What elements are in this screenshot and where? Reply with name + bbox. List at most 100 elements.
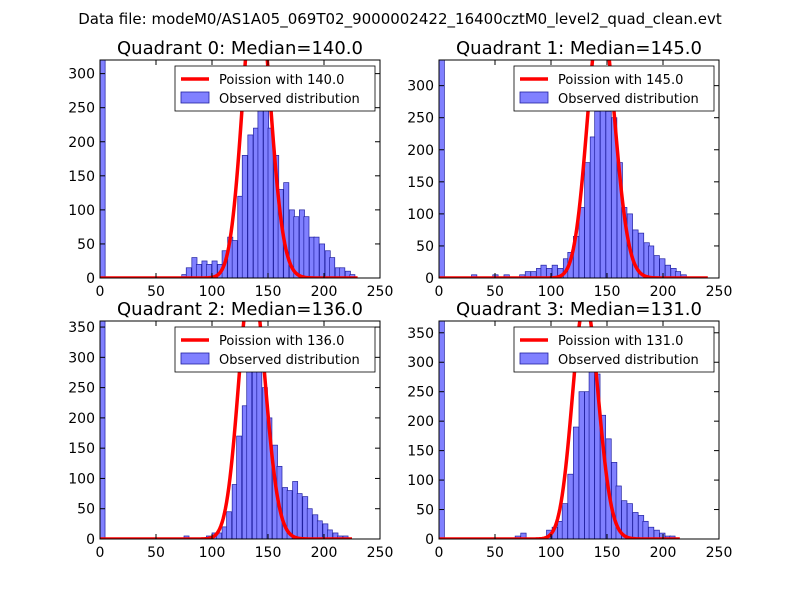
y-tick-label: 300 [407, 79, 434, 95]
histogram-bar [236, 435, 243, 539]
legend-bar-label: Observed distribution [558, 92, 699, 107]
histogram-bar [247, 134, 254, 278]
histogram-bar [226, 511, 232, 539]
axes-frame [438, 320, 720, 540]
legend-bar-label: Observed distribution [219, 92, 360, 107]
legend-bar-swatch [519, 91, 549, 104]
y-tick-label: 300 [68, 350, 95, 366]
y-tick-label: 100 [407, 473, 434, 489]
legend: Poission with 136.0 Observed distribution [174, 326, 376, 373]
x-tick-label: 150 [255, 284, 282, 300]
y-tick-label: 50 [77, 502, 95, 518]
histogram-bar [100, 60, 106, 278]
y-tick-label: 100 [407, 207, 434, 223]
y-tick-label: 250 [407, 111, 434, 127]
histogram-bar [185, 267, 192, 278]
y-tick-label: 0 [425, 271, 434, 287]
y-tick-label: 50 [416, 239, 434, 255]
histogram-bar [316, 520, 323, 539]
y-tick-label: 200 [407, 143, 434, 159]
histogram-bar [246, 350, 253, 539]
x-tick-label: 150 [594, 284, 621, 300]
histogram-bar [573, 426, 580, 539]
histogram-bar [540, 264, 547, 278]
legend-box [513, 326, 715, 373]
histogram-bar [578, 391, 585, 539]
legend-line-label: Poission with 140.0 [219, 73, 344, 88]
y-tick-label: 150 [68, 441, 95, 457]
x-tick-label: 150 [594, 545, 621, 561]
histogram-bar [100, 321, 106, 539]
y-tick-label: 200 [407, 414, 434, 430]
histogram-bar [605, 110, 612, 278]
y-tick-label: 0 [86, 532, 95, 548]
histogram-bar [303, 216, 310, 278]
y-tick-label: 100 [68, 471, 95, 487]
quadrant-1-chart: 0 50 100 150 200 250 0 50 100 150 200 250 300 Quadran… [407, 38, 733, 300]
y-tick-label: 150 [68, 169, 95, 185]
histogram-bar [567, 473, 574, 539]
x-tick-label: 200 [650, 545, 677, 561]
axes-frame [438, 59, 720, 279]
histogram-bar [653, 255, 660, 278]
y-tick-label: 200 [68, 135, 95, 151]
y-tick-label: 0 [425, 532, 434, 548]
histogram-bar [211, 260, 218, 278]
y-tick-label: 250 [407, 385, 434, 401]
x-tick-label: 150 [255, 545, 282, 561]
histogram-bar [329, 257, 336, 278]
y-tick-label: 0 [86, 271, 95, 287]
panel-title: Quadrant 3: Median=131.0 [456, 299, 702, 320]
x-tick-label: 50 [486, 545, 504, 561]
legend: Poission with 140.0 Observed distribution [174, 65, 376, 112]
histogram-bar [439, 60, 445, 278]
histogram-bar [283, 182, 290, 278]
panel-title: Quadrant 0: Median=140.0 [117, 38, 363, 59]
histogram-bar [231, 240, 238, 278]
x-tick-label: 250 [367, 545, 394, 561]
x-tick-label: 100 [538, 284, 565, 300]
y-tick-label: 350 [68, 320, 95, 336]
histogram-bar [206, 264, 212, 278]
x-tick-label: 100 [199, 545, 226, 561]
plot-area [439, 60, 709, 278]
legend-box [174, 65, 376, 112]
histogram-bar [195, 264, 202, 278]
y-tick-label: 100 [68, 203, 95, 219]
legend-line-label: Poission with 131.0 [558, 334, 683, 349]
y-tick-label: 50 [416, 503, 434, 519]
histogram-bar [439, 321, 445, 539]
histogram-bar [257, 100, 264, 278]
x-tick-label: 100 [199, 284, 226, 300]
histogram-bar [256, 356, 263, 539]
x-tick-label: 250 [706, 284, 733, 300]
x-tick-label: 50 [486, 284, 504, 300]
histogram-bar [327, 529, 333, 539]
legend: Poission with 145.0 Observed distribution [513, 65, 715, 112]
legend-line-label: Poission with 136.0 [219, 334, 344, 349]
x-tick-label: 0 [96, 284, 105, 300]
y-tick-label: 300 [68, 67, 95, 83]
x-tick-label: 200 [650, 284, 677, 300]
histogram-bar [306, 508, 313, 539]
histogram-bar [319, 243, 326, 278]
histogram-bar [561, 503, 568, 539]
y-tick-label: 200 [68, 411, 95, 427]
y-tick-label: 300 [407, 355, 434, 371]
quadrant-0-chart: 0 50 100 150 200 250 0 50 100 150 200 250 300 Quadran… [68, 38, 393, 300]
histogram-bar [599, 85, 607, 278]
panel-title: Quadrant 1: Median=145.0 [456, 38, 702, 59]
histogram-bar [588, 361, 595, 539]
legend-bar-swatch [519, 352, 549, 365]
histogram-bar [293, 216, 300, 278]
legend-line-label: Poission with 145.0 [558, 73, 683, 88]
y-tick-label: 250 [68, 101, 95, 117]
x-tick-label: 100 [538, 545, 565, 561]
x-tick-label: 0 [96, 545, 105, 561]
histogram-bar [296, 493, 303, 539]
figure-suptitle: Data file: modeM0/AS1A05_069T02_90000024… [78, 10, 722, 29]
y-tick-label: 150 [407, 175, 434, 191]
x-tick-label: 50 [147, 545, 165, 561]
histogram-bar [584, 162, 591, 278]
